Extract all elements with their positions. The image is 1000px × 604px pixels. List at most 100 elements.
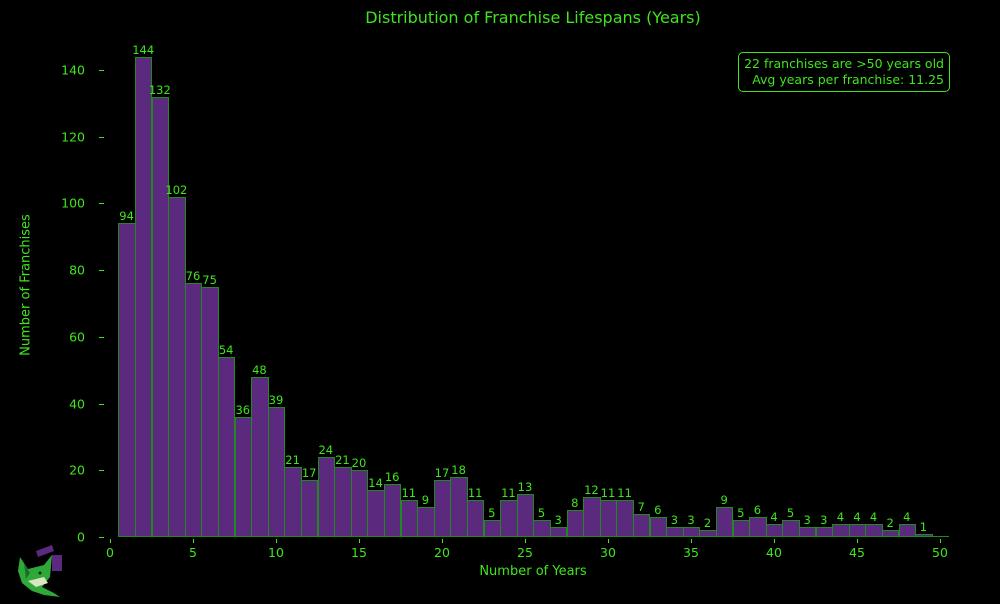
histogram-bar — [865, 523, 883, 537]
x-tick-mark — [359, 539, 360, 543]
bar-value-label: 9 — [421, 492, 430, 507]
y-tick-label: 0 — [77, 529, 85, 545]
fox-clapperboard-icon — [14, 543, 64, 599]
histogram-bar — [201, 286, 219, 537]
y-tick-label: 120 — [61, 129, 85, 145]
bar-value-label: 14 — [368, 476, 383, 491]
bar-value-label: 3 — [820, 512, 828, 527]
bar-value-label: 75 — [202, 272, 217, 287]
histogram-bar — [815, 526, 834, 537]
histogram-bar — [832, 523, 850, 537]
y-tick-mark — [99, 70, 104, 71]
histogram-bar — [516, 493, 535, 537]
histogram-bar — [533, 520, 551, 537]
x-tick-label: 5 — [189, 545, 197, 560]
histogram-bar — [881, 530, 900, 537]
bar-value-label: 11 — [401, 486, 417, 501]
histogram-bar — [134, 56, 153, 537]
bar-value-label: 76 — [185, 269, 201, 284]
histogram-bar — [732, 520, 751, 537]
x-tick-mark — [857, 539, 858, 543]
histogram-bar — [632, 513, 651, 537]
histogram-bar — [433, 480, 452, 537]
bar-value-label: 3 — [803, 512, 811, 527]
bar-value-label: 11 — [467, 486, 483, 501]
y-tick-mark — [99, 203, 104, 205]
bar-value-label: 39 — [268, 392, 284, 407]
x-tick-label: 45 — [849, 545, 865, 560]
bar-value-label: 5 — [488, 506, 496, 521]
histogram-bar — [682, 526, 701, 537]
histogram-bar — [334, 466, 352, 537]
histogram-bar — [583, 496, 601, 537]
bar-value-label: 9 — [720, 492, 728, 507]
x-tick-label: 40 — [766, 545, 782, 560]
histogram-bar — [483, 520, 502, 537]
histogram-bar — [184, 283, 203, 537]
bar-value-label: 16 — [384, 469, 400, 484]
histogram-bar — [500, 500, 518, 537]
bar-value-label: 4 — [853, 509, 861, 524]
y-tick-label: 40 — [69, 396, 85, 412]
x-tick-mark — [193, 539, 194, 543]
bar-value-label: 54 — [218, 342, 234, 357]
y-tick-label: 80 — [69, 262, 85, 278]
histogram-bar — [383, 483, 402, 537]
x-tick-label: 30 — [600, 545, 616, 560]
histogram-bar — [168, 196, 186, 537]
bar-value-label: 17 — [434, 466, 450, 481]
histogram-bar — [450, 476, 468, 537]
bar-value-label: 3 — [687, 512, 695, 527]
bar-value-label: 18 — [451, 462, 466, 477]
x-tick-mark — [276, 539, 277, 543]
histogram-bar — [400, 500, 419, 537]
bar-value-label: 21 — [335, 452, 350, 467]
bar-value-label: 3 — [670, 512, 679, 527]
histogram-bar — [367, 490, 385, 537]
histogram-bar — [715, 506, 734, 537]
bar-value-label: 6 — [753, 502, 762, 517]
x-tick-label: 10 — [268, 545, 284, 560]
histogram-bar — [848, 523, 867, 537]
histogram-bar — [931, 536, 950, 537]
histogram-bar — [267, 406, 286, 537]
histogram-bar — [234, 416, 253, 537]
x-tick-mark — [525, 539, 526, 543]
bar-value-label: 7 — [637, 499, 645, 514]
bar-value-label: 8 — [571, 496, 579, 511]
bar-value-label: 4 — [770, 509, 778, 524]
histogram-bar — [915, 533, 933, 537]
y-tick-label: 20 — [69, 462, 85, 478]
bar-value-label: 94 — [119, 209, 134, 224]
bar-value-label: 5 — [537, 506, 546, 521]
histogram-bar — [350, 470, 369, 537]
histogram-bar — [549, 526, 568, 537]
y-axis-label: Number of Franchises — [18, 214, 34, 356]
x-tick-label: 25 — [517, 545, 533, 560]
histogram-bar — [284, 466, 302, 537]
histogram-bar — [798, 526, 817, 537]
y-tick-mark — [99, 136, 104, 138]
y-tick-label: 60 — [69, 329, 85, 345]
bar-value-label: 4 — [869, 509, 878, 524]
x-tick-label: 50 — [932, 545, 948, 560]
x-tick-label: 35 — [683, 545, 699, 560]
x-tick-mark — [608, 539, 609, 543]
info-line-over-50: 22 franchises are >50 years old — [744, 56, 944, 71]
bar-value-label: 6 — [654, 502, 662, 517]
histogram-bar — [649, 516, 668, 537]
histogram-bar — [251, 376, 269, 537]
bar-value-label: 132 — [148, 82, 171, 97]
y-tick-mark — [99, 403, 104, 405]
histogram-bar — [466, 500, 485, 537]
bar-value-label: 4 — [903, 509, 911, 524]
bar-value-label: 1 — [919, 519, 928, 534]
histogram-bar — [300, 480, 319, 537]
histogram-bar — [699, 530, 717, 537]
y-tick-mark — [99, 470, 104, 472]
y-tick-label: 100 — [61, 195, 85, 211]
bar-value-label: 11 — [501, 486, 516, 501]
x-tick-mark — [110, 539, 111, 543]
x-tick-mark — [691, 539, 692, 543]
bar-value-label: 144 — [132, 42, 155, 57]
